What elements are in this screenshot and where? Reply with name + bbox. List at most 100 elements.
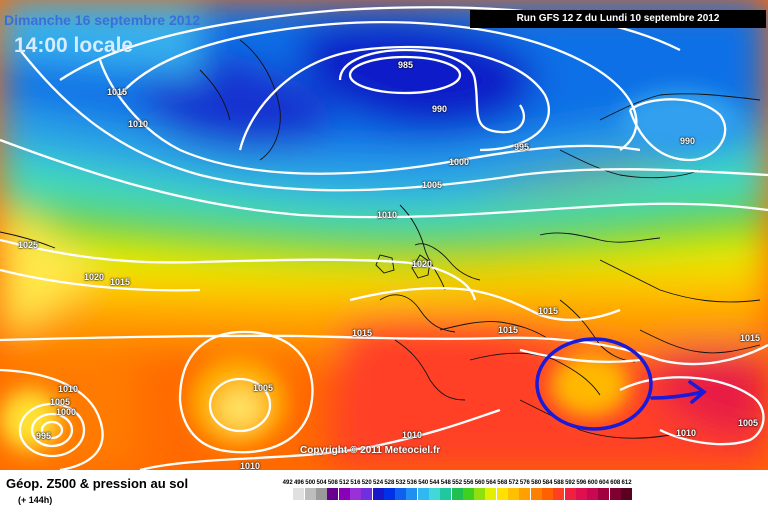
isobar-label: 1010 <box>240 461 261 471</box>
scale-swatch <box>609 488 621 500</box>
scale-step: 508 <box>327 479 339 500</box>
scale-value: 564 <box>485 480 496 486</box>
scale-swatch <box>564 488 576 500</box>
scale-value: 556 <box>463 480 474 486</box>
scale-swatch <box>316 488 328 500</box>
isobar-label: 1015 <box>538 306 559 316</box>
scale-value: 532 <box>395 480 406 486</box>
scale-step: 504 <box>316 479 328 500</box>
isobar-label: 1010 <box>58 384 79 394</box>
isobar-label: 995 <box>514 142 530 152</box>
scale-swatch <box>349 488 361 500</box>
isobar-label: 990 <box>432 104 448 114</box>
legend-title: Géop. Z500 & pression au sol <box>6 476 189 491</box>
scale-swatch <box>327 488 339 500</box>
scale-step: 592 <box>564 479 576 500</box>
scale-value: 572 <box>508 480 519 486</box>
scale-swatch <box>429 488 440 500</box>
scale-swatch <box>462 488 474 500</box>
scale-step: 524 <box>372 479 384 500</box>
scale-swatch <box>621 488 633 500</box>
scale-value: 592 <box>565 480 576 486</box>
scale-swatch <box>440 488 452 500</box>
scale-value: 608 <box>610 480 621 486</box>
color-scale: 492 496 500 504 508 512 516 520 524 528 532 536 540 5… <box>282 479 633 500</box>
scale-value: 580 <box>531 480 542 486</box>
scale-value: 504 <box>316 480 327 486</box>
forecast-local-time: 14:00 locale <box>14 34 134 57</box>
scale-step: 520 <box>361 479 373 500</box>
scale-swatch <box>282 488 294 500</box>
scale-value: 548 <box>440 480 451 486</box>
scale-step: 596 <box>575 479 587 500</box>
scale-value: 552 <box>452 480 463 486</box>
isobar-label: 1010 <box>402 430 423 440</box>
scale-value: 544 <box>429 480 440 486</box>
scale-swatch <box>541 488 553 500</box>
isobar-label: 995 <box>36 431 52 441</box>
scale-step: 604 <box>598 479 610 500</box>
scale-swatch <box>530 488 542 500</box>
scale-value: 500 <box>305 480 316 486</box>
isobar-label: 985 <box>398 60 414 70</box>
scale-step: 492 <box>282 479 294 500</box>
scale-step: 600 <box>587 479 599 500</box>
scale-step: 580 <box>530 479 542 500</box>
scale-swatch <box>519 488 531 500</box>
scale-swatch <box>406 488 418 500</box>
scale-swatch <box>474 488 486 500</box>
scale-swatch <box>598 488 610 500</box>
scale-value: 528 <box>384 480 395 486</box>
scale-step: 540 <box>417 479 429 500</box>
scale-value: 568 <box>497 480 508 486</box>
isobar-label: 1005 <box>50 397 71 407</box>
scale-step: 516 <box>349 479 361 500</box>
scale-step: 544 <box>429 479 440 500</box>
scale-value: 492 <box>282 480 293 486</box>
scale-step: 532 <box>395 479 407 500</box>
scale-step: 512 <box>338 479 350 500</box>
scale-value: 512 <box>339 480 350 486</box>
scale-step: 612 <box>621 479 633 500</box>
isobar-label: 1015 <box>498 325 519 335</box>
scale-swatch <box>587 488 599 500</box>
isobar-label: 1010 <box>377 210 398 220</box>
scale-step: 500 <box>304 479 316 500</box>
copyright-notice: Copyright © 2011 Meteociel.fr <box>300 445 441 456</box>
scale-swatch <box>451 488 463 500</box>
isobar-label: 1005 <box>422 180 443 190</box>
scale-step: 536 <box>406 479 418 500</box>
isobar-label: 1000 <box>449 157 470 167</box>
scale-value: 540 <box>418 480 429 486</box>
scale-step: 556 <box>462 479 474 500</box>
annotation-circle-icon <box>535 337 653 431</box>
isobar-label: 1010 <box>128 119 149 129</box>
scale-value: 600 <box>587 480 598 486</box>
scale-step: 564 <box>485 479 497 500</box>
scale-step: 588 <box>553 479 565 500</box>
model-run-label: Run GFS 12 Z du Lundi 10 septembre 2012 <box>470 10 766 28</box>
scale-value: 588 <box>553 480 564 486</box>
scale-swatch <box>383 488 395 500</box>
isobar-label: 1005 <box>253 383 274 393</box>
scale-value: 604 <box>598 480 609 486</box>
scale-swatch <box>485 488 497 500</box>
scale-value: 516 <box>350 480 361 486</box>
scale-value: 584 <box>542 480 553 486</box>
scale-step: 548 <box>440 479 452 500</box>
scale-swatch <box>361 488 373 500</box>
weather-map <box>0 0 768 470</box>
scale-value: 576 <box>519 480 530 486</box>
scale-swatch <box>575 488 587 500</box>
scale-swatch <box>395 488 407 500</box>
isobar-label: 1020 <box>412 259 433 269</box>
scale-step: 576 <box>519 479 531 500</box>
scale-swatch <box>338 488 350 500</box>
scale-step: 496 <box>293 479 305 500</box>
scale-swatch <box>417 488 429 500</box>
scale-value: 536 <box>406 480 417 486</box>
scale-step: 560 <box>474 479 486 500</box>
scale-swatch <box>496 488 508 500</box>
scale-step: 608 <box>609 479 621 500</box>
